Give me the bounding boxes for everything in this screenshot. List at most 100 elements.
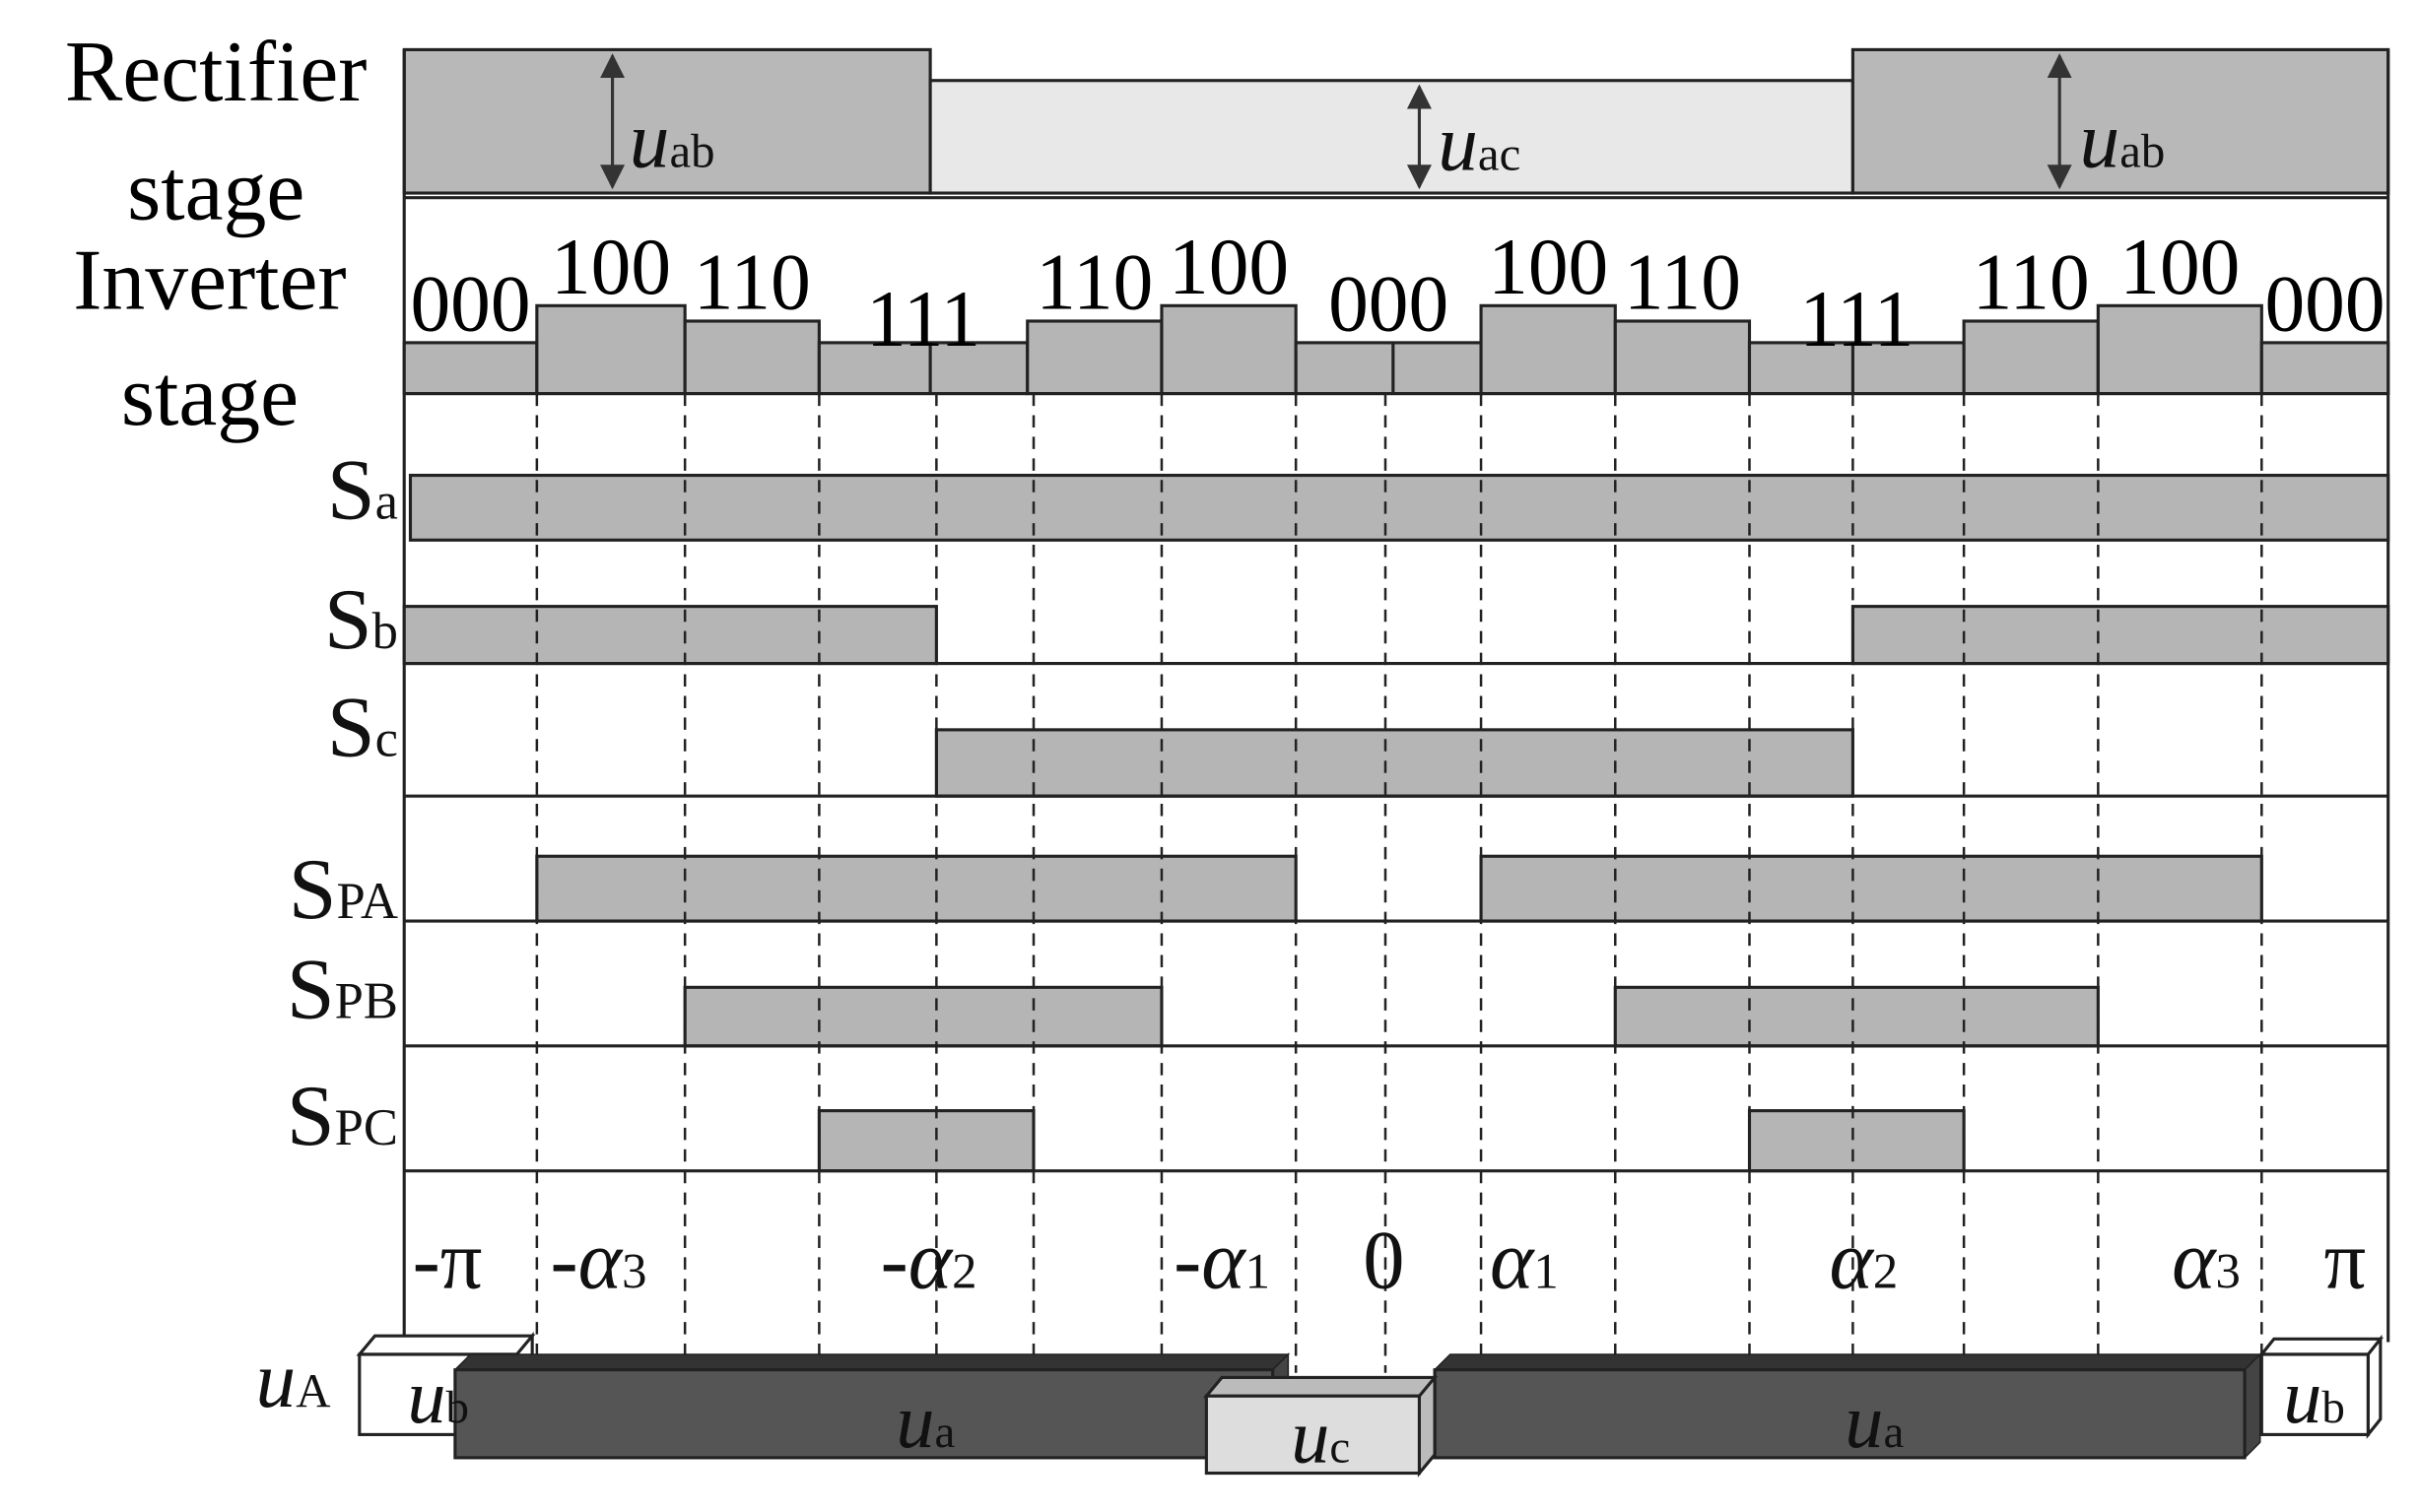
angle-label-main: -π (413, 1216, 483, 1307)
state-level (1962, 319, 2100, 396)
signal-label: SPA (289, 841, 398, 937)
angle-label: -α2 (881, 1216, 977, 1307)
signal-label-main: S (287, 942, 335, 1037)
switch-state: 110 (1036, 236, 1153, 326)
rectifier-voltage-sub: ab (670, 123, 715, 177)
switch-state: 110 (1973, 236, 2090, 326)
layout (356, 47, 2390, 1478)
angle-label-main: -α (551, 1216, 624, 1307)
state-level (1613, 319, 1752, 396)
signal-label-sub: PC (335, 1099, 398, 1156)
output-voltage-sub: a (935, 1407, 956, 1458)
angle-label-sub: 2 (952, 1244, 976, 1299)
rectifier-voltage: uab (2080, 95, 2166, 184)
signal-label: Sa (327, 441, 398, 537)
signal-label: Sb (324, 571, 398, 667)
output-voltage: uc (1291, 1394, 1350, 1479)
output-voltage-sub: b (2321, 1382, 2344, 1433)
switch-state: 100 (1169, 222, 1289, 311)
signal-label: SPC (287, 1068, 398, 1163)
signal-label: SPB (287, 942, 398, 1037)
rectifier-voltage-main: u (1438, 99, 1478, 188)
angle-label: α1 (1490, 1216, 1559, 1307)
signal-label-main: S (287, 1068, 335, 1163)
row-label: stage (127, 143, 304, 238)
signal-label-sub: b (372, 603, 398, 660)
output-voltage-main: u (896, 1378, 934, 1464)
output-voltage-sub: c (1329, 1422, 1350, 1474)
switch-state: 110 (1624, 236, 1741, 326)
output-voltage: ub (407, 1353, 469, 1439)
signal-label-sub: PB (335, 973, 398, 1030)
output-voltage-main: u (1845, 1378, 1883, 1464)
state-level (2096, 303, 2263, 396)
signal-label-sub: PA (337, 873, 398, 930)
output-voltage: ua (896, 1378, 955, 1464)
angle-label-main: -α (881, 1216, 954, 1307)
output-voltage-main: u (1291, 1394, 1329, 1479)
signal-label-sub: a (375, 473, 398, 530)
angle-label-main: π (2324, 1216, 2367, 1307)
switch-state: 111 (1799, 274, 1914, 363)
row-label: stage (121, 348, 299, 443)
state-level (1479, 303, 1617, 396)
state-level (1294, 341, 1483, 396)
output-label-sub: A (296, 1363, 330, 1417)
angle-label-main: 0 (1363, 1216, 1404, 1307)
output-label: uA (255, 1335, 330, 1424)
signal-label-main: S (327, 680, 375, 775)
signal-label-sub: c (375, 711, 398, 768)
state-level (535, 303, 687, 396)
angle-label-main: α (1490, 1216, 1535, 1307)
state-level (2259, 341, 2390, 396)
angle-label-main: α (2172, 1216, 2217, 1307)
output-voltage: ua (1845, 1378, 1904, 1464)
switch-state: 100 (1488, 222, 1608, 311)
angle-label-main: α (1829, 1216, 1874, 1307)
state-level (817, 341, 1030, 396)
angle-label-sub: 1 (1245, 1244, 1270, 1299)
rectifier-voltage-sub: ac (1478, 127, 1520, 181)
switch-state: 000 (410, 258, 530, 348)
angle-label-sub: 3 (2215, 1244, 2240, 1299)
rectifier-voltage-main: u (630, 95, 670, 184)
signal-label-main: S (289, 841, 337, 937)
angle-label: 0 (1363, 1216, 1404, 1307)
state-level (402, 341, 539, 396)
angle-label-sub: 3 (622, 1244, 646, 1299)
output-voltage-sub: b (445, 1382, 468, 1433)
output-voltage-main: u (407, 1353, 445, 1439)
angle-label-sub: 1 (1533, 1244, 1558, 1299)
angle-label-main: -α (1174, 1216, 1246, 1307)
rectifier-voltage: uab (630, 95, 715, 184)
output-voltage-main: u (2283, 1353, 2321, 1439)
rectifier-voltage-main: u (2080, 95, 2120, 184)
switch-state: 000 (1328, 258, 1448, 348)
angle-label: α3 (2172, 1216, 2241, 1307)
output-voltage-sub: a (1883, 1407, 1904, 1458)
state-level (1160, 303, 1298, 396)
switch-state: 100 (2119, 222, 2240, 311)
angle-label-sub: 2 (1873, 1244, 1898, 1299)
rectifier-voltage-sub: ab (2119, 123, 2165, 177)
row-label: Inverter (73, 231, 346, 327)
switch-state: 000 (2264, 258, 2385, 348)
row-label: Rectifier (65, 24, 368, 119)
state-level (683, 319, 821, 396)
angle-label: -π (413, 1216, 483, 1307)
signal-label: Sc (327, 680, 398, 775)
angle-label: -α3 (551, 1216, 647, 1307)
angle-label: α2 (1829, 1216, 1898, 1307)
rectifier-voltage: uac (1438, 99, 1520, 188)
inverter-waveform (402, 303, 2390, 396)
switch-state: 111 (866, 274, 980, 363)
switch-state: 110 (694, 236, 811, 326)
output-voltage: ub (2283, 1353, 2345, 1439)
signal-label-main: S (324, 571, 372, 667)
angle-label: -α1 (1174, 1216, 1270, 1307)
signal-label-main: S (327, 441, 375, 537)
angle-label: π (2324, 1216, 2367, 1307)
output-label-main: u (255, 1335, 296, 1424)
